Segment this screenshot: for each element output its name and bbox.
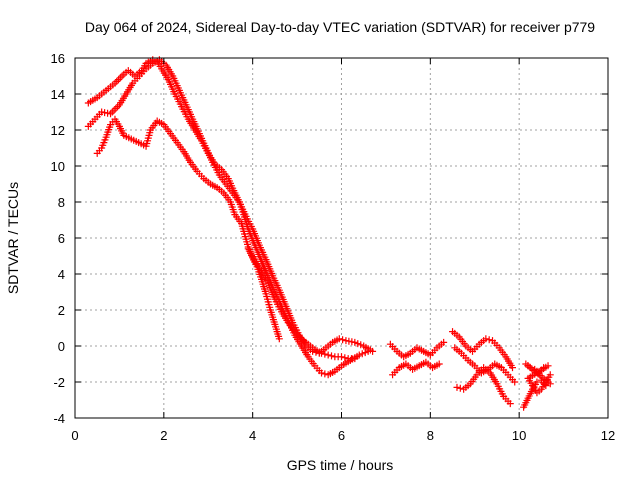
x-axis-title: GPS time / hours [287, 457, 394, 473]
x-tick-label: 8 [427, 428, 434, 443]
data-point [335, 335, 343, 343]
y-tick-label: 14 [51, 87, 65, 102]
y-axis-title: SDTVAR / TECUs [5, 182, 21, 294]
data-points [84, 56, 554, 411]
data-point-fill [358, 350, 366, 358]
y-tick-label: 0 [58, 339, 65, 354]
data-point [482, 335, 490, 343]
y-tick-label: -2 [53, 375, 65, 390]
x-tick-label: 6 [338, 428, 345, 443]
y-tick-label: 10 [51, 159, 65, 174]
data-point [318, 369, 326, 377]
data-point [324, 351, 332, 359]
data-point [440, 338, 448, 346]
data-point [364, 347, 372, 355]
data-point-fill [357, 341, 365, 349]
data-point-fill [354, 340, 362, 348]
series-track-e [386, 338, 448, 379]
axis-ticks [74, 57, 609, 419]
y-tick-label: 4 [58, 267, 65, 282]
tick-labels: 0 2 4 6 8 10 12 -4 -2 0 2 4 6 8 10 12 14 16 [51, 51, 616, 443]
x-tick-label: 10 [512, 428, 526, 443]
data-point [533, 378, 541, 386]
data-point [453, 383, 461, 391]
data-point [506, 400, 514, 408]
data-point-fill [361, 349, 369, 357]
chart-title: Day 064 of 2024, Sidereal Day-to-day VTE… [85, 19, 595, 35]
data-point [435, 360, 443, 368]
series-track-f [449, 328, 519, 408]
data-point [509, 364, 517, 372]
data-point [511, 378, 519, 386]
data-point [355, 351, 363, 359]
data-point-fill [339, 336, 347, 344]
data-point [351, 355, 359, 363]
data-point-fill [456, 384, 464, 392]
data-point-fill [104, 109, 112, 117]
y-tick-label: 12 [51, 123, 65, 138]
y-tick-label: 2 [58, 303, 65, 318]
x-tick-label: 2 [160, 428, 167, 443]
data-point [338, 353, 345, 361]
grid [75, 58, 608, 418]
series-track-d [244, 245, 283, 343]
series-track-g [520, 360, 554, 411]
data-point [318, 349, 326, 357]
data-point-fill [321, 350, 329, 358]
data-point-fill [328, 352, 336, 360]
data-point [546, 371, 554, 379]
data-point [275, 335, 283, 343]
x-tick-label: 0 [71, 428, 78, 443]
y-tick-label: 8 [58, 195, 65, 210]
y-tick-label: 16 [51, 51, 65, 66]
data-point [526, 364, 534, 372]
x-tick-label: 12 [601, 428, 615, 443]
y-tick-label: 6 [58, 231, 65, 246]
data-point-fill [485, 336, 493, 344]
series-track-b [84, 56, 372, 379]
y-tick-label: -4 [53, 411, 65, 426]
data-point-fill [341, 354, 349, 362]
data-point [351, 338, 359, 346]
x-tick-label: 4 [249, 428, 256, 443]
